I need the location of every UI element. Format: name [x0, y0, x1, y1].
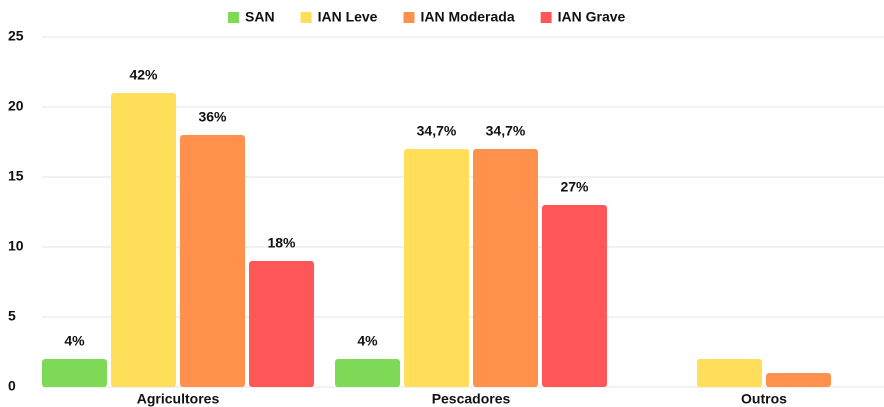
y-tick-label: 15 — [8, 168, 24, 184]
legend-swatch — [540, 12, 552, 23]
data-label: 42% — [129, 67, 158, 83]
bar — [404, 149, 469, 387]
y-tick-label: 0 — [8, 378, 16, 394]
bar — [111, 93, 176, 387]
bar — [180, 135, 245, 387]
legend-label: IAN Grave — [558, 9, 626, 25]
bar — [249, 261, 314, 387]
legend-swatch — [300, 12, 312, 23]
data-label: 4% — [357, 333, 378, 349]
x-tick-label: Outros — [741, 391, 787, 407]
data-label: 4% — [64, 333, 85, 349]
y-tick-label: 5 — [8, 308, 16, 324]
data-label: 36% — [198, 109, 227, 125]
legend-swatch — [403, 12, 415, 23]
x-tick-label: Pescadores — [432, 391, 511, 407]
legend-label: IAN Leve — [318, 9, 378, 25]
data-label: 27% — [560, 179, 589, 195]
bar — [42, 359, 107, 387]
data-label: 34,7% — [417, 123, 457, 139]
legend-label: SAN — [245, 9, 275, 25]
y-tick-label: 10 — [8, 238, 24, 254]
x-tick-label: Agricultores — [137, 391, 220, 407]
legend-label: IAN Moderada — [420, 9, 514, 25]
bar — [473, 149, 538, 387]
legend-swatch — [228, 12, 239, 23]
bar — [542, 205, 607, 387]
y-tick-label: 20 — [8, 98, 24, 114]
bar — [335, 359, 400, 387]
data-label: 34,7% — [486, 123, 526, 139]
y-tick-label: 25 — [8, 28, 24, 44]
data-label: 18% — [267, 235, 296, 251]
bar — [697, 359, 762, 387]
bar — [766, 373, 831, 387]
